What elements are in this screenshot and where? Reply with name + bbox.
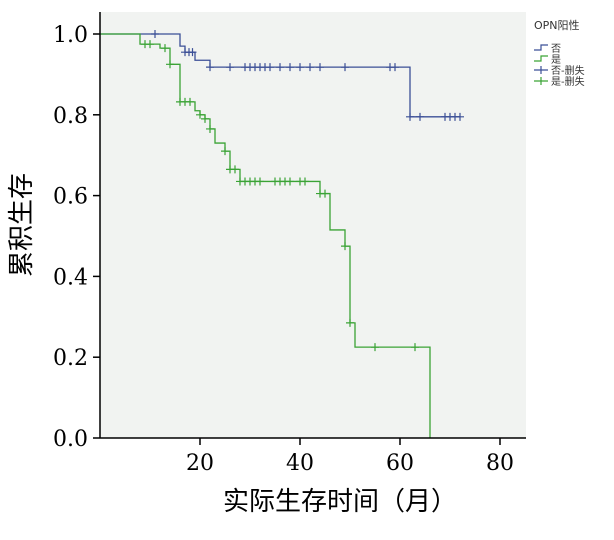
- legend-entries: 否是否-删失是-删失: [534, 43, 585, 88]
- legend-step-swatch: [534, 55, 548, 62]
- series-line-no: [100, 33, 460, 118]
- x-tick-label: 40: [286, 451, 314, 476]
- censor-mark: [301, 177, 309, 186]
- censor-mark: [391, 63, 399, 72]
- legend-censor-swatch: [534, 77, 548, 85]
- series-layer: [100, 30, 464, 438]
- x-tick-label: 60: [386, 451, 414, 476]
- censor-mark: [166, 60, 174, 69]
- censor-mark: [226, 63, 234, 72]
- censor-mark: [196, 110, 204, 119]
- censor-mark: [146, 40, 154, 49]
- censor-mark: [341, 63, 349, 72]
- legend: OPN阳性 否是否-删失是-删失: [534, 18, 585, 88]
- x-tick-label: 80: [486, 451, 514, 476]
- censor-mark: [206, 124, 214, 133]
- y-axis-title: 累积生存: [7, 173, 37, 277]
- censor-mark: [186, 97, 194, 106]
- legend-label: 否: [551, 43, 561, 55]
- censor-mark: [341, 242, 349, 251]
- censor-mark: [221, 147, 229, 156]
- censor-mark: [231, 165, 239, 174]
- censor-mark: [321, 189, 329, 198]
- censor-mark: [161, 44, 169, 53]
- y-tick-label: 0.2: [53, 346, 88, 371]
- axis-layer: 0.0 0.2 0.4 0.6 0.8 1.0 20 40 60 80: [53, 23, 514, 476]
- legend-censor-swatch: [534, 66, 548, 74]
- legend-label: 是-删失: [551, 75, 585, 88]
- censor-mark: [371, 343, 379, 352]
- censor-mark: [188, 48, 197, 57]
- censor-mark: [306, 63, 314, 72]
- legend-label: 否-删失: [551, 64, 585, 77]
- censor-mark: [406, 112, 414, 121]
- censor-mark: [411, 343, 419, 352]
- legend-step-swatch: [534, 44, 548, 51]
- legend-label: 是: [551, 54, 561, 66]
- censor-mark: [416, 112, 424, 121]
- censor-mark: [201, 114, 209, 123]
- censor-mark: [346, 318, 354, 327]
- censor-mark: [276, 63, 284, 72]
- y-tick-label: 0.4: [53, 265, 88, 290]
- y-tick-label: 1.0: [53, 23, 88, 48]
- censor-mark: [456, 112, 464, 121]
- censor-mark: [151, 30, 159, 38]
- y-tick-label: 0.8: [53, 104, 88, 129]
- censor-mark: [286, 63, 294, 72]
- censor-mark: [206, 63, 214, 72]
- censor-mark: [296, 63, 304, 72]
- legend-title: OPN阳性: [534, 18, 580, 32]
- x-axis-title: 实际生存时间（月）: [223, 487, 457, 517]
- censor-mark: [256, 177, 264, 186]
- censor-mark: [266, 63, 274, 72]
- censor-mark: [316, 63, 324, 72]
- censor-mark: [286, 177, 294, 186]
- plot-background: [100, 12, 526, 438]
- x-tick-label: 20: [186, 451, 214, 476]
- y-tick-label: 0.0: [53, 427, 88, 452]
- y-tick-label: 0.6: [53, 185, 88, 210]
